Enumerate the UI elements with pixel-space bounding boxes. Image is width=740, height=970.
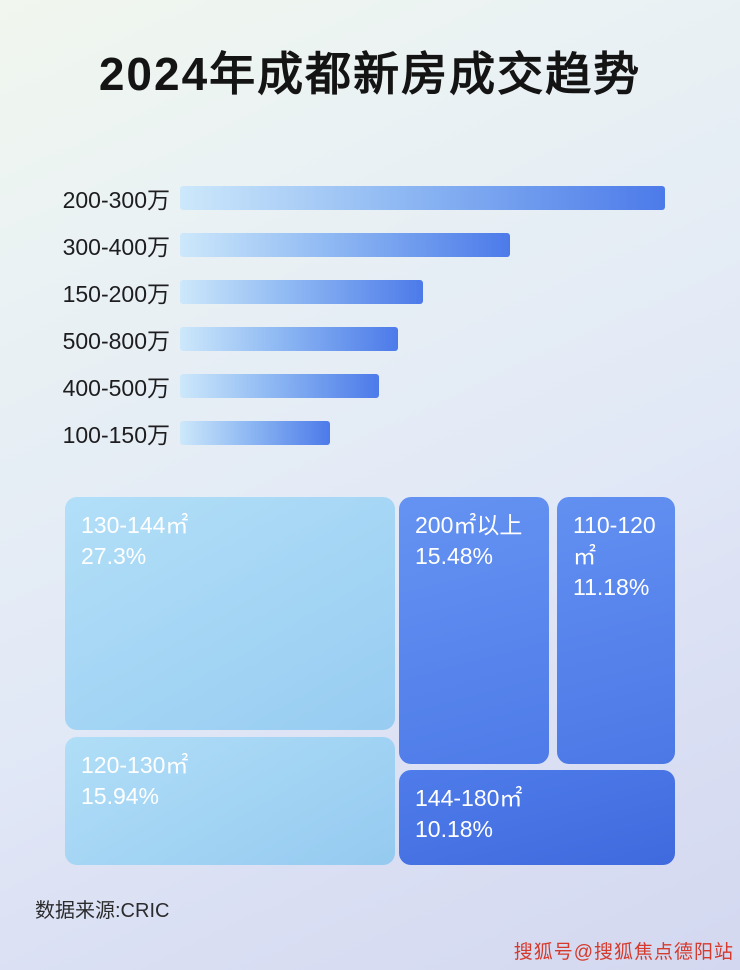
- bar-row: 200-300万: [28, 185, 708, 213]
- treemap-block-200-plus: 200㎡以上 15.48%: [399, 497, 549, 764]
- bar-track: [180, 326, 708, 351]
- treemap-block-label: 130-144㎡: [81, 512, 189, 538]
- bar-fill: [180, 373, 379, 398]
- bar-track: [180, 185, 708, 210]
- treemap-block-130-144: 130-144㎡ 27.3%: [65, 497, 395, 730]
- treemap-block-value: 10.18%: [415, 816, 494, 843]
- bar-track: [180, 279, 708, 304]
- bar-fill: [180, 326, 399, 351]
- bar-category-label: 100-150万: [62, 421, 170, 448]
- treemap-block-label: 120-130㎡: [81, 752, 189, 778]
- price-range-bar-chart: 200-300万 300-400万 150-200万 500-800万 400-…: [28, 185, 708, 448]
- bar-row: 500-800万: [28, 326, 708, 354]
- bar-track: [180, 232, 708, 257]
- treemap-block-value: 27.3%: [81, 543, 147, 570]
- bar-track: [180, 373, 708, 398]
- bar-category-label: 150-200万: [62, 280, 170, 307]
- treemap-block-label: 200㎡以上: [415, 512, 523, 538]
- treemap-block-label: 110-120㎡: [573, 512, 656, 570]
- bar-category-label: 400-500万: [62, 374, 170, 401]
- bar-row: 100-150万: [28, 420, 708, 448]
- bar-track: [180, 420, 708, 445]
- bar-fill: [180, 420, 331, 445]
- treemap-block-label: 144-180㎡: [415, 785, 523, 811]
- bar-fill: [180, 232, 510, 257]
- area-share-treemap: 130-144㎡ 27.3% 200㎡以上 15.48% 110-120㎡ 11…: [65, 497, 675, 865]
- bar-category-label: 300-400万: [62, 233, 170, 260]
- bar-row: 300-400万: [28, 232, 708, 260]
- treemap-block-value: 15.94%: [81, 783, 160, 810]
- treemap-block-value: 15.48%: [415, 543, 494, 570]
- treemap-block-144-180: 144-180㎡ 10.18%: [399, 770, 675, 865]
- page-title: 2024年成都新房成交趋势: [98, 48, 642, 100]
- bar-fill: [180, 279, 423, 304]
- bar-row: 400-500万: [28, 373, 708, 401]
- bar-category-label: 500-800万: [62, 327, 170, 354]
- bar-fill: [180, 185, 665, 210]
- bar-row: 150-200万: [28, 279, 708, 307]
- bar-category-label: 200-300万: [62, 186, 170, 213]
- data-source: 数据来源:CRIC: [35, 900, 170, 922]
- treemap-block-value: 11.18%: [573, 574, 650, 601]
- treemap-block-120-130: 120-130㎡ 15.94%: [65, 737, 395, 865]
- watermark: 搜狐号@搜狐焦点德阳站: [513, 942, 734, 963]
- treemap-block-110-120: 110-120㎡ 11.18%: [557, 497, 675, 764]
